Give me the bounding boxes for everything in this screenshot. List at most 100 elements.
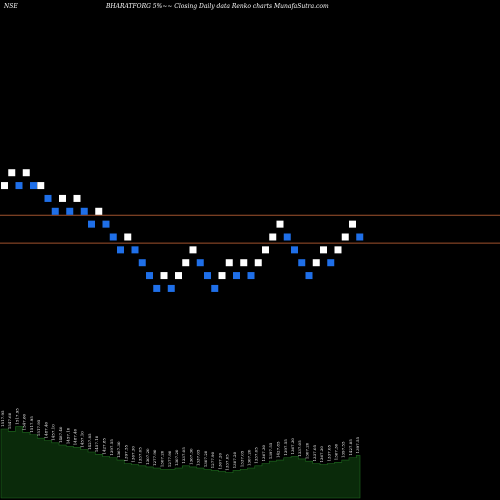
volume-label: 1457.10 [80, 431, 85, 448]
volume-label: 1337.05 [138, 447, 143, 464]
renko-brick [240, 259, 248, 267]
renko-brick [73, 194, 81, 202]
renko-brick [1, 182, 8, 190]
renko-brick [356, 233, 364, 241]
volume-label: 1487.40 [58, 426, 63, 443]
volume-label: 1397.55 [283, 439, 288, 456]
volume-label: 1427.85 [348, 439, 353, 456]
volume-label: 1367.30 [261, 445, 266, 462]
renko-brick [109, 233, 117, 241]
renko-brick [327, 259, 335, 267]
renko-brick [66, 207, 74, 215]
renko-brick [182, 259, 190, 267]
volume-label: 1337.05 [312, 445, 317, 462]
renko-brick [196, 259, 204, 267]
renko-brick [262, 246, 269, 254]
renko-brick [146, 272, 153, 280]
volume-label: 1337.05 [297, 440, 302, 457]
renko-brick [8, 169, 16, 177]
volume-label: 1547.60 [22, 413, 27, 430]
volume-label: 1517.95 [29, 416, 34, 433]
volume-label: 1307.20 [203, 450, 208, 467]
volume-label: 1367.30 [116, 441, 121, 458]
renko-brick [269, 233, 277, 241]
renko-brick [334, 246, 342, 254]
renko-brick [95, 207, 103, 215]
volume-label: 1427.85 [276, 441, 281, 458]
renko-brick [59, 194, 66, 202]
volume-label: 1427.85 [102, 438, 107, 455]
volume-label: 1337.05 [196, 449, 201, 466]
renko-brick [233, 272, 240, 280]
renko-brick [341, 233, 349, 241]
renko-brick [22, 169, 30, 177]
renko-brick [138, 259, 146, 267]
renko-brick [211, 284, 219, 292]
volume-label: 1457.10 [65, 427, 70, 444]
renko-brick [189, 246, 197, 254]
exchange-label: NSE [3, 3, 18, 10]
volume-area-path [0, 426, 361, 499]
volume-label: 1337.05 [181, 447, 186, 464]
volume-label: 1277.90 [152, 449, 157, 466]
volume-label: 1397.55 [268, 442, 273, 459]
volume-label: 1547.60 [7, 412, 12, 429]
renko-brick [225, 259, 233, 267]
renko-brick [88, 220, 95, 228]
renko-brick [254, 259, 262, 267]
chart-title: BHARATFORG 5%~~ Closing Daily data Renko… [105, 3, 329, 10]
renko-brick [320, 246, 327, 254]
renko-brick [102, 220, 110, 228]
volume-label: 1337.05 [225, 454, 230, 471]
renko-brick [247, 272, 255, 280]
volume-label: 1367.30 [189, 448, 194, 465]
renko-brick [30, 182, 37, 190]
renko-brick [117, 246, 124, 254]
volume-label: 1517.95 [36, 419, 41, 436]
volume-label: 1397.55 [341, 441, 346, 458]
volume-label: 1307.20 [174, 449, 179, 466]
volume-area [0, 426, 361, 499]
renko-brick [291, 246, 298, 254]
volume-label: 1487.40 [44, 422, 49, 439]
renko-brick [160, 272, 168, 280]
renko-brick [204, 272, 211, 280]
volume-label: 1457.10 [94, 435, 99, 452]
volume-label: 1367.30 [131, 446, 136, 463]
volume-label: 1277.90 [167, 450, 172, 467]
volume-label: 1307.20 [160, 450, 165, 467]
renko-brick [298, 259, 306, 267]
volume-label: 1397.55 [355, 436, 360, 453]
volume-label: 1337.05 [326, 445, 331, 462]
volume-label: 1427.85 [87, 433, 92, 450]
volume-label: 1307.20 [232, 451, 237, 468]
renko-brick [276, 220, 284, 228]
volume-label: 1277.90 [210, 451, 215, 468]
renko-brick [80, 207, 88, 215]
volume-label: 1307.20 [145, 448, 150, 465]
level-lines [0, 214, 500, 244]
volume-labels: 1517.95 1547.60 1517.95 1547.60 1517.95 1517.… [0, 408, 360, 471]
renko-brick [175, 272, 182, 280]
renko-brick [283, 233, 291, 241]
volume-label: 1517.95 [0, 410, 5, 427]
renko-brick [15, 182, 23, 190]
volume-label: 1307.20 [305, 442, 310, 459]
renko-brick [51, 207, 59, 215]
renko-brick [167, 284, 175, 292]
volume-label: 1487.40 [73, 428, 78, 445]
renko-brick [124, 233, 132, 241]
renko-brick [305, 272, 313, 280]
volume-label: 1307.20 [218, 453, 223, 470]
volume-label: 1337.05 [239, 450, 244, 467]
renko-brick [218, 272, 226, 280]
volume-label: 1337.05 [254, 447, 259, 464]
volume-label: 1397.55 [109, 439, 114, 456]
volume-label: 1367.30 [334, 443, 339, 460]
volume-label: 1457.10 [51, 424, 56, 441]
volume-label: 1307.20 [247, 449, 252, 466]
volume-label: 1517.95 [15, 408, 20, 425]
renko-bricks [1, 169, 364, 292]
